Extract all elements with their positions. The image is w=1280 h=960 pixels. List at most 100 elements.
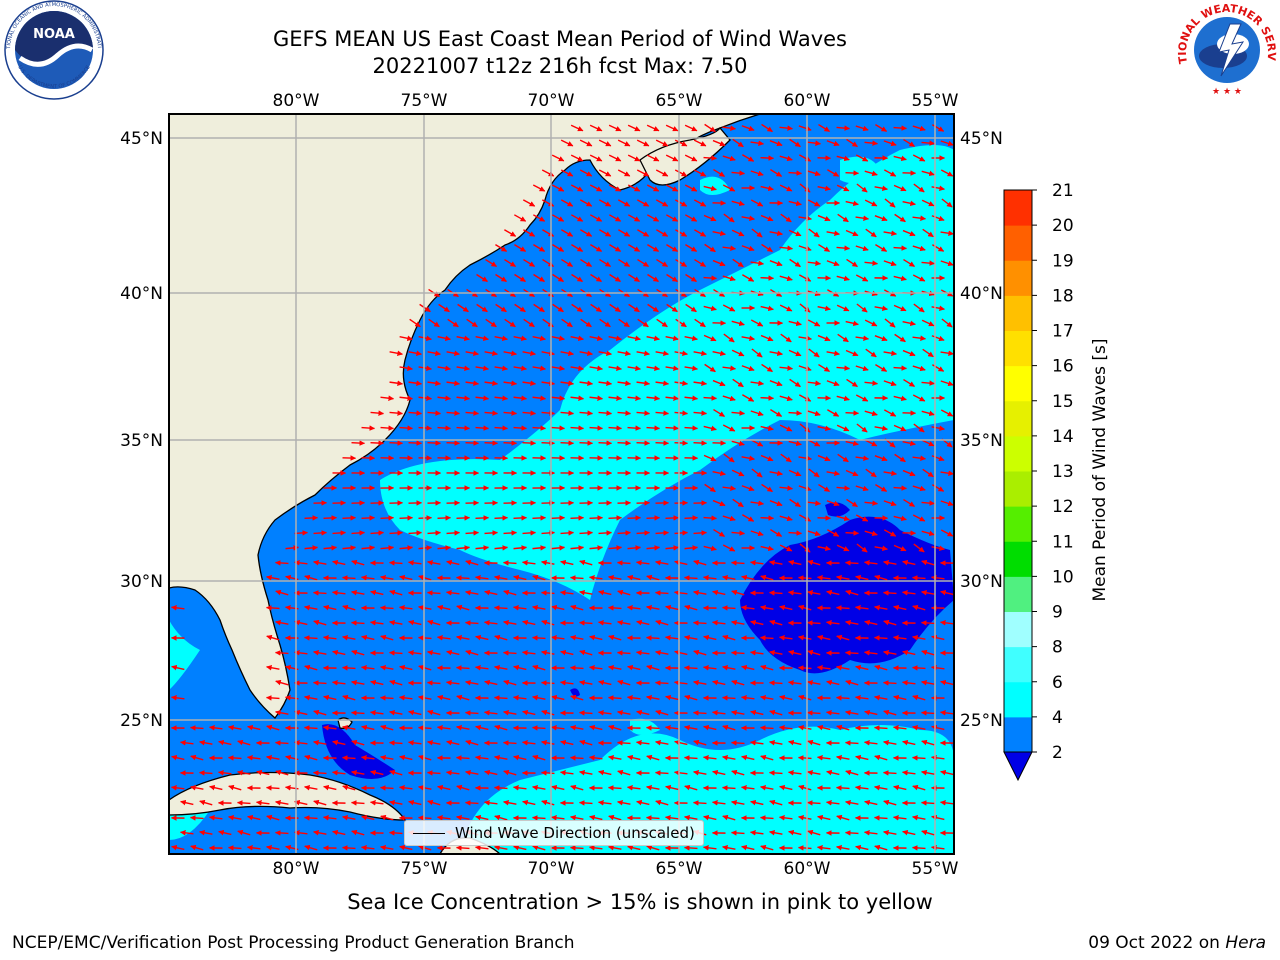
wind-wave-arrow (465, 679, 479, 686)
wind-wave-arrow (780, 213, 792, 223)
wind-wave-arrow (437, 604, 451, 611)
colorbar-segment (1004, 225, 1032, 261)
wind-wave-arrow (579, 559, 593, 566)
wind-wave-arrow (836, 574, 850, 581)
wind-wave-arrow (684, 395, 699, 401)
wind-wave-arrow (531, 725, 546, 731)
wind-wave-arrow (750, 500, 764, 506)
wind-wave-arrow (541, 410, 556, 416)
wind-wave-arrow (446, 350, 460, 357)
wind-wave-arrow (275, 619, 289, 626)
wind-wave-arrow (407, 560, 422, 566)
lat-label: 35°N (960, 431, 1003, 451)
wind-wave-arrow (598, 679, 612, 686)
wind-wave-arrow (570, 634, 584, 641)
colorbar-label: Mean Period of Wind Waves [s] (1090, 338, 1110, 601)
wind-wave-arrow (418, 545, 433, 551)
wind-wave-arrow (342, 515, 357, 521)
wind-wave-arrow (608, 395, 623, 401)
wind-wave-arrow (579, 199, 593, 207)
wind-wave-arrow (722, 125, 737, 131)
wind-wave-arrow (609, 244, 622, 252)
wind-wave-arrow (731, 320, 745, 327)
wind-wave-arrow (912, 604, 926, 611)
wind-wave-arrow (664, 635, 679, 641)
wind-wave-arrow (514, 244, 527, 252)
wind-wave-arrow (351, 530, 366, 536)
wind-wave-arrow (465, 350, 479, 357)
wind-wave-arrow (883, 619, 897, 626)
wind-wave-arrow (495, 244, 508, 252)
wind-wave-arrow (579, 139, 593, 147)
wind-wave-arrow (598, 169, 612, 177)
wind-wave-arrow (750, 319, 764, 327)
wind-wave-arrow (921, 530, 935, 537)
wind-wave-arrow (532, 545, 547, 551)
wind-wave-arrow (750, 380, 764, 386)
wind-wave-arrow (806, 800, 821, 806)
wind-wave-arrow (731, 200, 745, 207)
wind-wave-arrow (894, 213, 906, 223)
wind-wave-arrow (750, 410, 764, 417)
wind-wave-arrow (940, 409, 954, 417)
wind-wave-arrow (647, 303, 659, 313)
wind-wave-arrow (571, 273, 583, 283)
wind-wave-arrow (882, 770, 897, 776)
wind-wave-arrow (616, 560, 631, 566)
wind-wave-arrow (437, 365, 451, 371)
wind-wave-arrow (464, 710, 479, 716)
wind-wave-arrow (304, 545, 319, 551)
wind-wave-arrow (836, 664, 850, 671)
lat-label: 25°N (120, 711, 163, 731)
wind-wave-arrow (674, 530, 689, 536)
wind-wave-arrow (456, 425, 471, 431)
wind-wave-arrow (808, 348, 820, 358)
wind-wave-arrow (722, 485, 737, 491)
wind-wave-arrow (722, 664, 736, 671)
wind-wave-arrow (911, 665, 926, 671)
wind-wave-arrow (722, 395, 736, 402)
wind-wave-arrow (617, 380, 631, 386)
wind-wave-arrow (807, 500, 822, 506)
wind-wave-arrow (693, 679, 707, 686)
wind-wave-arrow (836, 304, 850, 312)
lon-label: 65°W (656, 91, 703, 111)
wind-wave-arrow (730, 830, 745, 836)
wind-wave-arrow (779, 544, 793, 552)
lon-labels-bottom: 80°W 75°W 70°W 65°W 60°W 55°W (273, 859, 959, 879)
colorbar-segment (1004, 435, 1032, 472)
wind-wave-arrow (388, 830, 403, 836)
lon-label: 80°W (273, 91, 320, 111)
wind-wave-arrow (646, 515, 661, 521)
chart-title: GEFS MEAN US East Coast Mean Period of W… (273, 27, 847, 51)
wind-wave-arrow (655, 410, 670, 416)
wind-wave-arrow (560, 199, 574, 207)
wind-wave-arrow (465, 410, 480, 416)
colorbar-tick-label: 17 (1052, 322, 1074, 342)
wind-wave-arrow (893, 245, 908, 251)
wind-wave-arrow (655, 139, 669, 147)
wind-wave-arrow (274, 560, 289, 566)
wind-wave-arrow (541, 169, 555, 177)
wind-wave-arrow (617, 530, 632, 536)
wind-wave-arrow (666, 244, 679, 252)
wind-wave-arrow (722, 304, 736, 312)
wind-wave-arrow (665, 365, 679, 371)
wind-wave-arrow (684, 425, 699, 431)
wind-wave-arrow (864, 410, 878, 417)
wind-wave-arrow (427, 559, 441, 566)
wind-wave-arrow (360, 575, 375, 581)
wind-wave-arrow (712, 350, 726, 357)
wind-wave-arrow (456, 515, 471, 521)
wind-wave-arrow (722, 515, 736, 522)
wind-wave-arrow (665, 154, 679, 162)
wind-wave-arrow (380, 425, 395, 431)
wind-wave-arrow (722, 184, 736, 192)
wind-wave-arrow (760, 155, 775, 161)
wind-wave-arrow (807, 530, 821, 537)
wind-wave-arrow (170, 605, 185, 611)
wind-wave-arrow (323, 604, 337, 611)
wind-wave-arrow (808, 228, 820, 238)
wind-wave-arrow (730, 560, 745, 566)
lon-label: 80°W (273, 859, 320, 879)
